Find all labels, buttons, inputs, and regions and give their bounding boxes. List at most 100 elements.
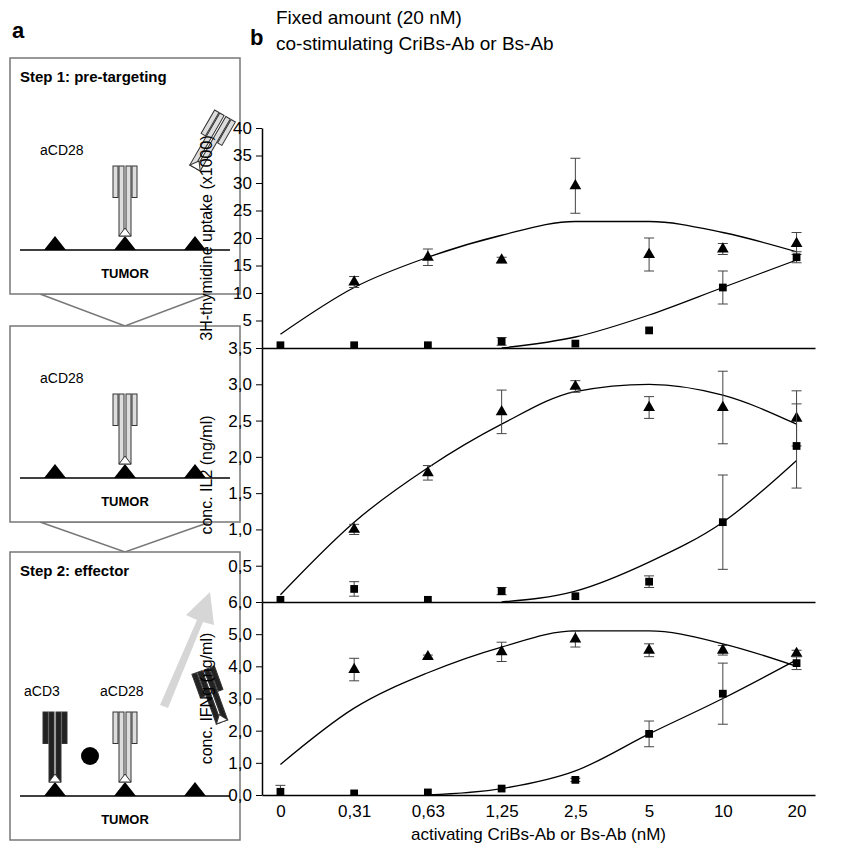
error-bar bbox=[349, 582, 359, 597]
y-tick: 5 bbox=[243, 311, 262, 330]
data-point bbox=[719, 518, 727, 526]
error-bar bbox=[275, 785, 285, 795]
data-point bbox=[424, 341, 432, 348]
y-tick: 2,0 bbox=[228, 722, 262, 741]
x-tick-label: 2,5 bbox=[564, 802, 588, 821]
chart-subtitle: co-stimulating CriBs-Ab or Bs-Ab bbox=[276, 33, 554, 54]
data-point bbox=[496, 253, 508, 263]
tumor-antigen bbox=[114, 464, 136, 478]
x-axis-line bbox=[263, 795, 816, 797]
y-axis-title: conc. IL2 (ng/ml) bbox=[198, 415, 215, 534]
antibody-chain bbox=[132, 712, 137, 744]
error-bar bbox=[644, 397, 654, 419]
y-tick-mark bbox=[256, 731, 262, 732]
antibody-tip bbox=[119, 228, 131, 236]
y-tick-mark bbox=[256, 566, 262, 567]
x-tick-label: 5 bbox=[645, 802, 654, 821]
trend-line bbox=[280, 631, 796, 764]
y-tick: 3,5 bbox=[228, 339, 262, 358]
error-bar bbox=[423, 249, 433, 266]
error-bar bbox=[792, 657, 802, 670]
y-axis-line bbox=[262, 349, 264, 603]
y-tick-label: 1,0 bbox=[228, 754, 252, 773]
y-tick: 35 bbox=[233, 146, 262, 165]
antibody bbox=[113, 394, 137, 464]
antibody-chain bbox=[43, 712, 48, 744]
y-tick-label: 30 bbox=[233, 174, 252, 193]
y-tick-label: 1,0 bbox=[228, 520, 252, 539]
x-tick: 10 bbox=[714, 795, 733, 821]
trend-line bbox=[280, 384, 796, 594]
x-tick-label: 20 bbox=[788, 802, 807, 821]
error-bar bbox=[497, 338, 507, 346]
diagram: aTUMORStep 1: pre-targetingaCD28TUMORaCD… bbox=[10, 18, 240, 840]
data-point bbox=[422, 250, 434, 260]
antibody-tip bbox=[214, 712, 228, 724]
antibody-chain bbox=[126, 394, 131, 464]
effector-molecule bbox=[81, 747, 99, 765]
data-point bbox=[422, 466, 434, 476]
x-axis bbox=[263, 602, 816, 603]
data-point bbox=[350, 585, 358, 593]
data-point bbox=[496, 645, 508, 655]
data-point bbox=[350, 790, 358, 795]
tumor-antigen bbox=[114, 782, 136, 796]
data-point bbox=[645, 327, 653, 335]
antibody-chain bbox=[126, 712, 131, 782]
antibody-chain bbox=[201, 110, 219, 136]
data-point bbox=[348, 275, 360, 285]
figure: aTUMORStep 1: pre-targetingaCD28TUMORaCD… bbox=[0, 0, 846, 848]
y-tick-mark bbox=[256, 183, 262, 184]
data-point bbox=[277, 788, 285, 795]
antibody bbox=[113, 166, 137, 236]
y-tick-label: 20 bbox=[233, 229, 252, 248]
data-point bbox=[569, 179, 581, 189]
data-point bbox=[569, 632, 581, 642]
trend-line bbox=[502, 260, 797, 348]
y-tick-label: 3,0 bbox=[228, 689, 252, 708]
data-point bbox=[791, 647, 803, 657]
x-tick: 2,5 bbox=[564, 795, 588, 821]
error-bar bbox=[718, 663, 728, 724]
y-tick: 1,0 bbox=[228, 520, 262, 539]
tumor-label: TUMOR bbox=[101, 812, 149, 827]
y-tick-mark bbox=[256, 321, 262, 322]
y-tick-mark bbox=[256, 763, 262, 764]
y-axis: 510152025303540 bbox=[233, 119, 262, 349]
x-axis bbox=[263, 348, 816, 349]
y-tick-label: 5,0 bbox=[228, 625, 252, 644]
trend-line bbox=[280, 222, 796, 335]
plot-area bbox=[277, 371, 803, 602]
y-tick-label: 2,0 bbox=[228, 722, 252, 741]
y-tick-mark bbox=[256, 211, 262, 212]
error-bar bbox=[497, 390, 507, 434]
tumor-label: TUMOR bbox=[101, 266, 149, 281]
data-point bbox=[350, 341, 358, 348]
antibody-chain bbox=[132, 166, 137, 198]
y-tick-mark bbox=[256, 348, 262, 349]
chart: Fixed amount (20 nM)co-stimulating CriBs… bbox=[198, 7, 816, 349]
data-point bbox=[719, 284, 727, 292]
step-title: Step 2: effector bbox=[20, 562, 129, 579]
y-tick-label: 3,0 bbox=[228, 375, 252, 394]
y-tick-label: 40 bbox=[233, 119, 252, 138]
data-point bbox=[643, 248, 655, 258]
y-tick-mark bbox=[256, 795, 262, 796]
error-bar bbox=[718, 475, 728, 569]
data-point bbox=[498, 785, 506, 793]
y-tick: 30 bbox=[233, 174, 262, 193]
y-tick-mark bbox=[256, 384, 262, 385]
y-tick-mark bbox=[256, 602, 262, 603]
data-point bbox=[791, 237, 803, 247]
y-tick-label: 4,0 bbox=[228, 657, 252, 676]
data-point bbox=[793, 253, 801, 261]
antibody-tip bbox=[49, 774, 61, 782]
x-tick: 1,25 bbox=[486, 795, 519, 821]
y-axis: 0,51,01,52,02,53,03,5 bbox=[228, 339, 262, 603]
data-point bbox=[645, 578, 653, 586]
data-point bbox=[571, 592, 579, 600]
y-tick-mark bbox=[256, 634, 262, 635]
trend-line bbox=[428, 660, 797, 795]
y-tick: 20 bbox=[233, 229, 262, 248]
plot-area bbox=[275, 631, 802, 795]
